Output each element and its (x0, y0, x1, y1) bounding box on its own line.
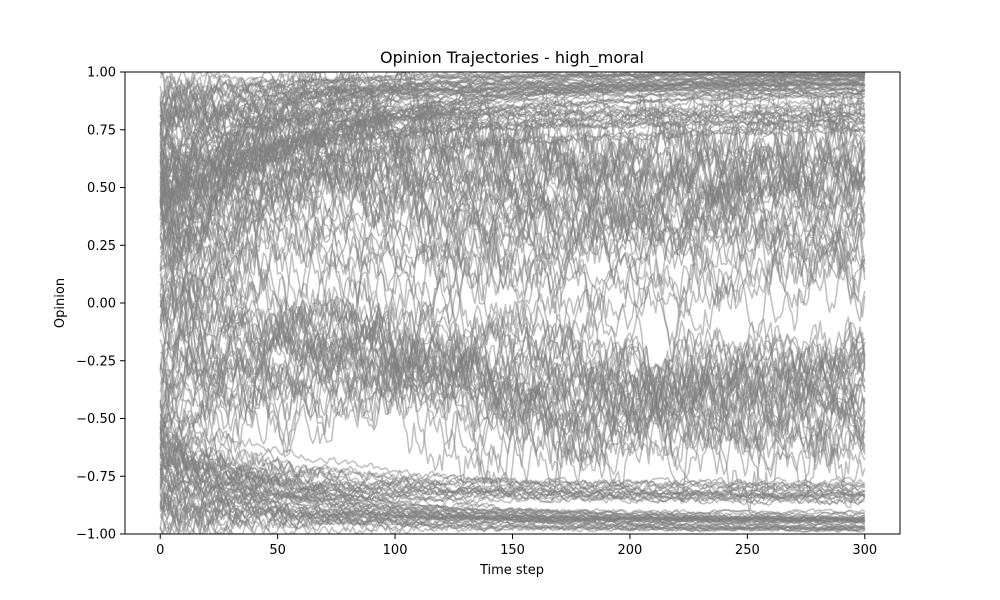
trajectory-line (159, 155, 866, 490)
y-tick-label: 0.00 (87, 297, 116, 312)
trajectory-line (159, 449, 866, 500)
trajectory-line (160, 442, 866, 489)
trajectory-line (159, 123, 866, 302)
trajectory-line (159, 128, 866, 261)
y-tick-label: −0.25 (76, 354, 116, 369)
y-tick-label: 1.00 (87, 66, 116, 81)
x-axis-label: Time step (479, 563, 544, 578)
x-tick-label: 50 (269, 543, 286, 558)
x-tick-label: 200 (618, 543, 643, 558)
trajectory-line (159, 338, 866, 478)
trajectory-line (159, 420, 866, 534)
trajectory-line (159, 199, 866, 502)
trajectory-line (159, 470, 866, 491)
trajectory-line (159, 140, 866, 408)
trajectory-line (159, 256, 865, 465)
trajectory-line (159, 486, 866, 519)
y-axis-ticks: −1.00 −0.75 −0.50 −0.25 0.00 0.25 0.50 0.75 1.00 (76, 66, 125, 543)
y-tick-label: −1.00 (76, 528, 116, 543)
y-tick-label: −0.75 (76, 470, 116, 485)
y-tick-label: −0.50 (76, 412, 116, 427)
x-tick-label: 300 (852, 543, 877, 558)
trajectory-line (159, 483, 866, 519)
trajectory-line (159, 123, 865, 262)
trajectory-line (159, 82, 865, 137)
y-tick-label: 0.75 (87, 123, 116, 138)
trajectory-line (159, 110, 866, 477)
chart-title: Opinion Trajectories - high_moral (380, 48, 644, 68)
trajectory-line (159, 148, 866, 281)
trajectory-line (159, 203, 866, 333)
x-tick-label: 100 (383, 543, 408, 558)
trajectory-line (159, 134, 866, 407)
trajectory-line (159, 151, 866, 476)
trajectory-line (159, 158, 866, 287)
trajectory-line (159, 97, 866, 275)
y-tick-label: 0.25 (87, 239, 116, 254)
x-tick-label: 150 (500, 543, 525, 558)
x-tick-label: 0 (156, 543, 164, 558)
trajectory-line (159, 72, 866, 385)
trajectory-line (159, 451, 865, 523)
trajectory-lines (159, 72, 866, 534)
x-tick-label: 250 (735, 543, 760, 558)
x-axis-ticks: 0 50 100 150 200 250 300 (156, 534, 877, 558)
trajectory-line (159, 145, 866, 430)
trajectory-line (159, 247, 866, 479)
plot-area (159, 72, 866, 534)
trajectory-line (159, 72, 866, 251)
y-tick-label: 0.50 (87, 181, 116, 196)
y-axis-label: Opinion (53, 278, 68, 328)
